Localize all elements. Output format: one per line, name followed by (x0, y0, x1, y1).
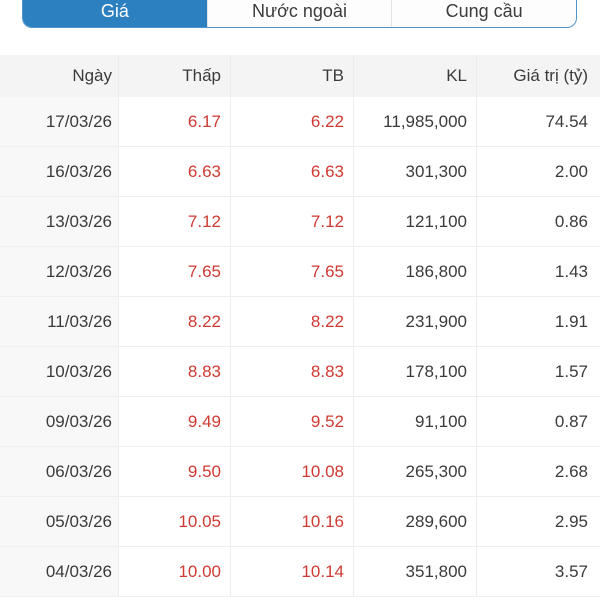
table-row[interactable]: 04/03/26 10.00 10.14 351,800 3.57 (0, 547, 600, 597)
cell-low-price: 6.17 (118, 97, 230, 146)
cell-date: 09/03/26 (0, 397, 118, 446)
cell-value: 0.86 (476, 197, 600, 246)
tab-nuoc-ngoai[interactable]: Nước ngoài (206, 0, 392, 27)
price-history-table: Ngày Thấp TB KL Giá trị (tỷ) 17/03/26 6.… (0, 55, 600, 597)
tab-bar: Giá Nước ngoài Cung cầu (22, 0, 577, 28)
column-header-volume: KL (353, 55, 476, 97)
cell-average-price: 8.83 (230, 347, 353, 396)
table-row[interactable]: 06/03/26 9.50 10.08 265,300 2.68 (0, 447, 600, 497)
cell-low-price: 9.49 (118, 397, 230, 446)
cell-value: 1.91 (476, 297, 600, 346)
cell-low-price: 9.50 (118, 447, 230, 496)
cell-low-price: 8.83 (118, 347, 230, 396)
cell-date: 06/03/26 (0, 447, 118, 496)
cell-value: 1.43 (476, 247, 600, 296)
cell-date: 11/03/26 (0, 297, 118, 346)
cell-average-price: 7.65 (230, 247, 353, 296)
cell-average-price: 10.08 (230, 447, 353, 496)
cell-volume: 351,800 (353, 547, 476, 596)
tab-cung-cau[interactable]: Cung cầu (391, 0, 576, 27)
cell-low-price: 10.05 (118, 497, 230, 546)
cell-value: 2.00 (476, 147, 600, 196)
cell-low-price: 7.65 (118, 247, 230, 296)
table-row[interactable]: 13/03/26 7.12 7.12 121,100 0.86 (0, 197, 600, 247)
table-row[interactable]: 12/03/26 7.65 7.65 186,800 1.43 (0, 247, 600, 297)
cell-volume: 231,900 (353, 297, 476, 346)
table-header-row: Ngày Thấp TB KL Giá trị (tỷ) (0, 55, 600, 97)
table-row[interactable]: 10/03/26 8.83 8.83 178,100 1.57 (0, 347, 600, 397)
cell-average-price: 7.12 (230, 197, 353, 246)
cell-volume: 289,600 (353, 497, 476, 546)
cell-value: 74.54 (476, 97, 600, 146)
column-header-average: TB (230, 55, 353, 97)
cell-date: 16/03/26 (0, 147, 118, 196)
cell-volume: 178,100 (353, 347, 476, 396)
cell-average-price: 6.63 (230, 147, 353, 196)
cell-date: 17/03/26 (0, 97, 118, 146)
cell-volume: 265,300 (353, 447, 476, 496)
cell-average-price: 9.52 (230, 397, 353, 446)
cell-value: 2.68 (476, 447, 600, 496)
column-header-date: Ngày (72, 66, 112, 85)
cell-date: 13/03/26 (0, 197, 118, 246)
cell-date: 10/03/26 (0, 347, 118, 396)
cell-value: 1.57 (476, 347, 600, 396)
table-row[interactable]: 16/03/26 6.63 6.63 301,300 2.00 (0, 147, 600, 197)
cell-date: 04/03/26 (0, 547, 118, 596)
column-header-value: Giá trị (tỷ) (476, 55, 600, 97)
cell-average-price: 8.22 (230, 297, 353, 346)
cell-low-price: 8.22 (118, 297, 230, 346)
cell-low-price: 7.12 (118, 197, 230, 246)
cell-volume: 11,985,000 (353, 97, 476, 146)
tab-gia[interactable]: Giá (23, 0, 207, 27)
table-row[interactable]: 17/03/26 6.17 6.22 11,985,000 74.54 (0, 97, 600, 147)
table-row[interactable]: 11/03/26 8.22 8.22 231,900 1.91 (0, 297, 600, 347)
cell-average-price: 10.14 (230, 547, 353, 596)
cell-value: 2.95 (476, 497, 600, 546)
column-header-low: Thấp (118, 55, 230, 97)
table-row[interactable]: 09/03/26 9.49 9.52 91,100 0.87 (0, 397, 600, 447)
table-row[interactable]: 05/03/26 10.05 10.16 289,600 2.95 (0, 497, 600, 547)
cell-volume: 301,300 (353, 147, 476, 196)
cell-value: 3.57 (476, 547, 600, 596)
cell-low-price: 10.00 (118, 547, 230, 596)
cell-volume: 186,800 (353, 247, 476, 296)
cell-volume: 91,100 (353, 397, 476, 446)
cell-low-price: 6.63 (118, 147, 230, 196)
cell-volume: 121,100 (353, 197, 476, 246)
table-body: 17/03/26 6.17 6.22 11,985,000 74.54 16/0… (0, 97, 600, 597)
cell-date: 12/03/26 (0, 247, 118, 296)
cell-date: 05/03/26 (0, 497, 118, 546)
cell-average-price: 10.16 (230, 497, 353, 546)
cell-value: 0.87 (476, 397, 600, 446)
cell-average-price: 6.22 (230, 97, 353, 146)
